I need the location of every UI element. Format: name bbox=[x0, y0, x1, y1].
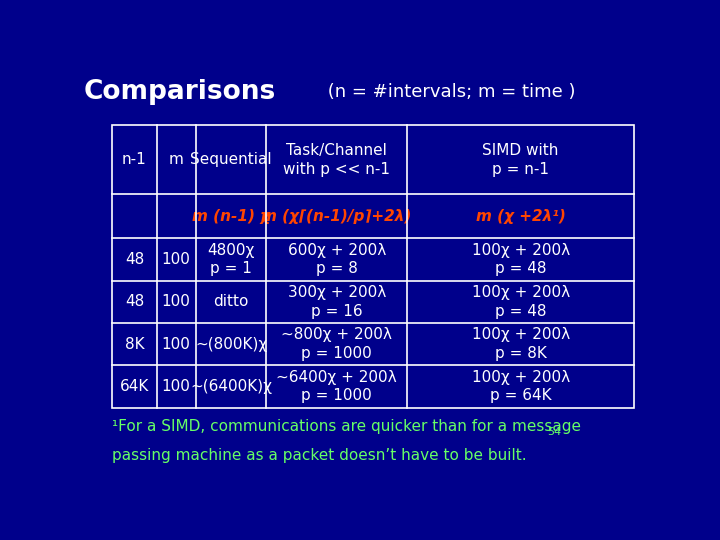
Text: ¹For a SIMD, communications are quicker than for a message: ¹For a SIMD, communications are quicker … bbox=[112, 419, 581, 434]
Text: 100χ + 200λ
p = 64K: 100χ + 200λ p = 64K bbox=[472, 370, 570, 403]
Text: ~6400χ + 200λ
p = 1000: ~6400χ + 200λ p = 1000 bbox=[276, 370, 397, 403]
Text: 100: 100 bbox=[162, 337, 191, 352]
Text: ~(6400K)χ: ~(6400K)χ bbox=[190, 379, 272, 394]
Text: 100: 100 bbox=[162, 294, 191, 309]
Text: ~(800K)χ: ~(800K)χ bbox=[195, 337, 267, 352]
Bar bbox=[112, 125, 634, 408]
Text: ditto: ditto bbox=[213, 294, 248, 309]
Text: Task/Channel
with p << n-1: Task/Channel with p << n-1 bbox=[283, 143, 390, 177]
Text: ~800χ + 200λ
p = 1000: ~800χ + 200λ p = 1000 bbox=[282, 327, 392, 361]
Text: 100χ + 200λ
p = 48: 100χ + 200λ p = 48 bbox=[472, 285, 570, 319]
Text: m (n-1) χ: m (n-1) χ bbox=[192, 209, 270, 224]
Text: 100χ + 200λ
p = 48: 100χ + 200λ p = 48 bbox=[472, 242, 570, 276]
Text: 100: 100 bbox=[162, 252, 191, 267]
Text: (n = #intervals; m = time ): (n = #intervals; m = time ) bbox=[322, 83, 575, 101]
Text: m: m bbox=[168, 152, 184, 167]
Text: 4800χ
p = 1: 4800χ p = 1 bbox=[207, 242, 255, 276]
Text: m (χ +2λ¹): m (χ +2λ¹) bbox=[476, 209, 565, 224]
Text: SIMD with
p = n-1: SIMD with p = n-1 bbox=[482, 143, 559, 177]
Text: 300χ + 200λ
p = 16: 300χ + 200λ p = 16 bbox=[287, 285, 386, 319]
Text: 54: 54 bbox=[548, 427, 562, 436]
Text: 64K: 64K bbox=[120, 379, 149, 394]
Text: Sequential: Sequential bbox=[190, 152, 272, 167]
Text: 48: 48 bbox=[125, 294, 144, 309]
Text: 8K: 8K bbox=[125, 337, 144, 352]
Text: m (χ⌈(n-1)/p⌉+2λ): m (χ⌈(n-1)/p⌉+2λ) bbox=[261, 209, 412, 224]
Text: 600χ + 200λ
p = 8: 600χ + 200λ p = 8 bbox=[287, 242, 386, 276]
Text: 48: 48 bbox=[125, 252, 144, 267]
Text: Comparisons: Comparisons bbox=[83, 79, 276, 105]
Text: n-1: n-1 bbox=[122, 152, 147, 167]
Text: passing machine as a packet doesn’t have to be built.: passing machine as a packet doesn’t have… bbox=[112, 448, 527, 463]
Text: 100χ + 200λ
p = 8K: 100χ + 200λ p = 8K bbox=[472, 327, 570, 361]
Text: 100: 100 bbox=[162, 379, 191, 394]
